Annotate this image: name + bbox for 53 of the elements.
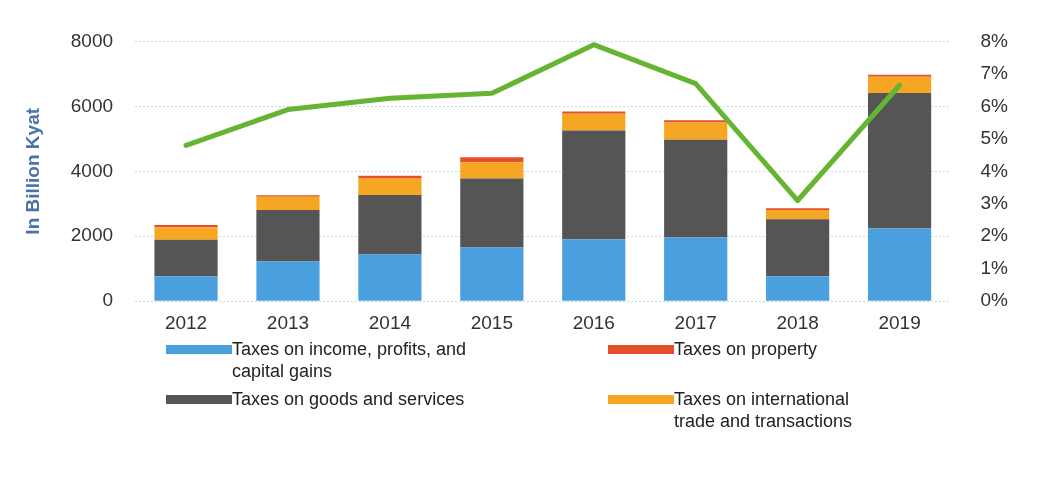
bar (766, 219, 830, 277)
bar (562, 113, 626, 131)
legend-label: Taxes on property (674, 338, 819, 360)
bar (460, 247, 524, 301)
bar (867, 228, 932, 301)
y2-tick-label: 6% (980, 94, 1009, 116)
x-tick-label: 2016 (572, 311, 615, 333)
legend-label: Taxes on international trade and transactions (674, 388, 854, 432)
x-tick-label: 2015 (470, 311, 513, 333)
y2-tick-label: 5% (980, 127, 1009, 149)
bar (562, 239, 626, 301)
y2-tick-label: 4% (980, 159, 1009, 181)
x-tick-label: 2014 (368, 311, 412, 333)
x-tick-label: 2017 (674, 311, 717, 333)
x-tick-label: 2013 (266, 311, 310, 333)
y2-tick-label: 2% (980, 224, 1009, 246)
bar (460, 157, 524, 163)
legend-label: Taxes on goods and services (232, 388, 466, 410)
bar (358, 178, 422, 196)
y2-tick-label: 0% (980, 289, 1009, 311)
legend-label: Taxes on income, profits, and capital gains (232, 338, 468, 382)
bar (766, 209, 830, 220)
y-tick-label: 2000 (70, 224, 114, 246)
bar (256, 209, 320, 262)
y2-tick-label: 3% (980, 192, 1009, 214)
y2-tick-label: 1% (980, 256, 1009, 278)
y-axis-title: In Billion Kyat (21, 107, 43, 235)
bar (256, 196, 320, 210)
bar (358, 195, 422, 255)
x-tick-label: 2018 (776, 311, 819, 333)
y-tick-label: 6000 (70, 94, 114, 116)
y-tick-label: 0 (102, 289, 114, 311)
bar (358, 254, 422, 301)
bar (460, 162, 524, 179)
bar (664, 122, 728, 140)
y2-tick-label: 7% (980, 62, 1009, 84)
bar (256, 261, 320, 301)
bar (664, 237, 728, 301)
bar (154, 276, 218, 301)
y-tick-label: 8000 (70, 29, 114, 51)
bar (154, 227, 218, 240)
y2-tick-label: 8% (980, 29, 1009, 51)
bar (562, 130, 626, 240)
bar (460, 178, 524, 248)
bar (154, 239, 218, 277)
bar (766, 276, 830, 301)
x-tick-label: 2019 (878, 311, 921, 333)
x-tick-label: 2012 (164, 311, 208, 333)
bar (867, 93, 932, 229)
bar (664, 139, 728, 238)
bar (867, 76, 932, 94)
y-tick-label: 4000 (70, 159, 114, 181)
bar (664, 120, 728, 123)
